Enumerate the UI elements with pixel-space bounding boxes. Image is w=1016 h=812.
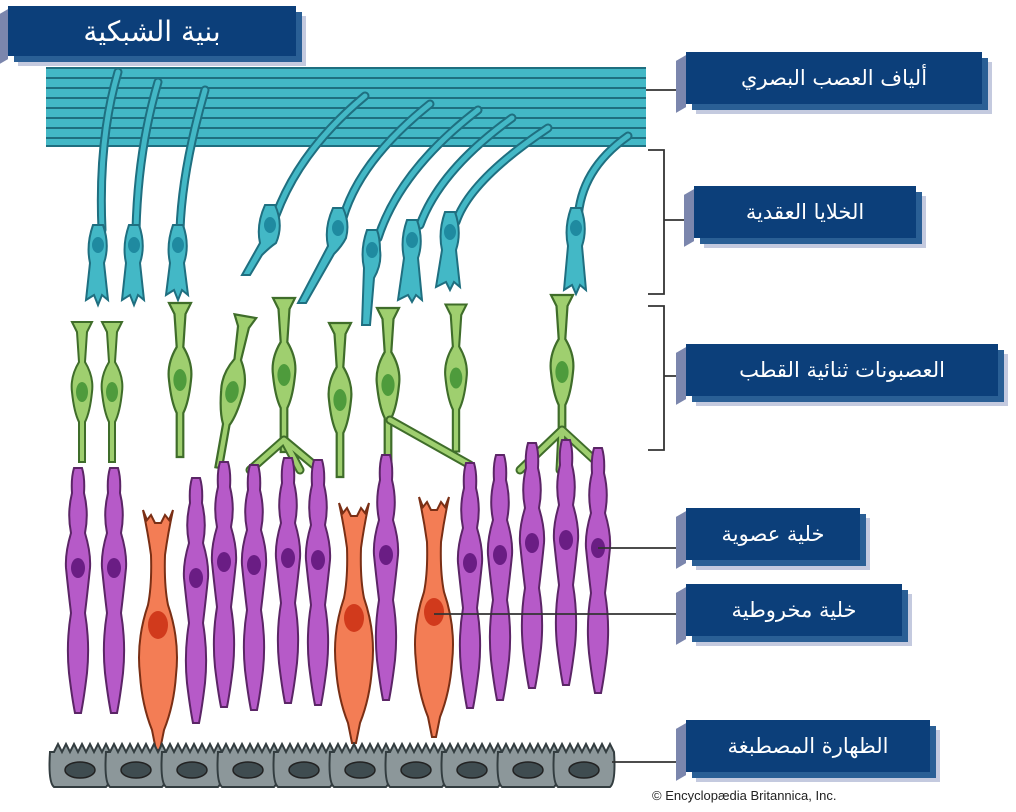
rod-cell: [456, 462, 484, 709]
copyright-notice: © Encyclopædia Britannica, Inc.: [652, 788, 837, 803]
rod-cell: [182, 477, 210, 724]
ganglion-cells: [84, 204, 588, 326]
pigmented-epithelium: [48, 743, 616, 788]
epithelial-cell: [496, 743, 560, 788]
bipolar-neuron: [271, 296, 297, 454]
diagram-title: بنية الشبكية: [8, 6, 296, 56]
rod-cell: [64, 467, 92, 714]
ganglion-cell: [84, 224, 110, 308]
epithelial-cell: [440, 743, 504, 788]
ganglion-cell: [296, 207, 349, 304]
rod-cell: [304, 459, 332, 706]
cone-cell: [334, 502, 374, 744]
epithelial-cell: [272, 743, 336, 788]
ganglion-cell: [562, 207, 588, 297]
epithelial-cell: [160, 743, 224, 788]
label-bipolar-neurons: العصبونات ثنائية القطب: [686, 344, 998, 396]
ganglion-cell: [120, 224, 146, 308]
rod-cell: [552, 439, 580, 686]
bipolar-neuron: [327, 321, 353, 479]
label-pigmented-epithelium: الظهارة المصطبغة: [686, 720, 930, 772]
bipolar-neuron: [100, 321, 124, 463]
epithelial-cell: [552, 743, 616, 788]
label-rod-cell: خلية عصوية: [686, 508, 860, 560]
epithelial-cell: [104, 743, 168, 788]
ganglion-cell: [360, 229, 382, 326]
label-cone-cell: خلية مخروطية: [686, 584, 902, 636]
bipolar-neurons: [70, 293, 605, 479]
rod-cell: [240, 464, 268, 711]
ganglion-cell: [164, 224, 190, 303]
bipolar-neuron: [444, 303, 468, 453]
epithelial-cell: [328, 743, 392, 788]
rod-cell: [584, 447, 612, 694]
ganglion-cell: [240, 204, 281, 276]
epithelial-cell: [216, 743, 280, 788]
label-optic-nerve-fibers: ألياف العصب البصري: [686, 52, 982, 104]
ganglion-cell: [396, 219, 424, 305]
bipolar-neuron: [206, 313, 258, 471]
rod-cell: [274, 457, 302, 704]
cone-cell: [414, 496, 454, 738]
bipolar-neuron: [167, 301, 193, 459]
epithelial-cell: [48, 743, 112, 788]
bipolar-neuron: [70, 321, 94, 463]
rod-cell: [210, 461, 238, 708]
rod-cell: [486, 454, 514, 701]
rod-cell: [518, 442, 546, 689]
bipolar-neuron: [375, 306, 401, 464]
ganglion-cell: [434, 211, 462, 293]
label-ganglion-cells: الخلايا العقدية: [694, 186, 916, 238]
cone-cell: [138, 509, 178, 751]
rod-cell: [372, 454, 400, 701]
epithelial-cell: [384, 743, 448, 788]
ganglion-axons: [96, 67, 633, 243]
rod-cell: [100, 467, 128, 714]
